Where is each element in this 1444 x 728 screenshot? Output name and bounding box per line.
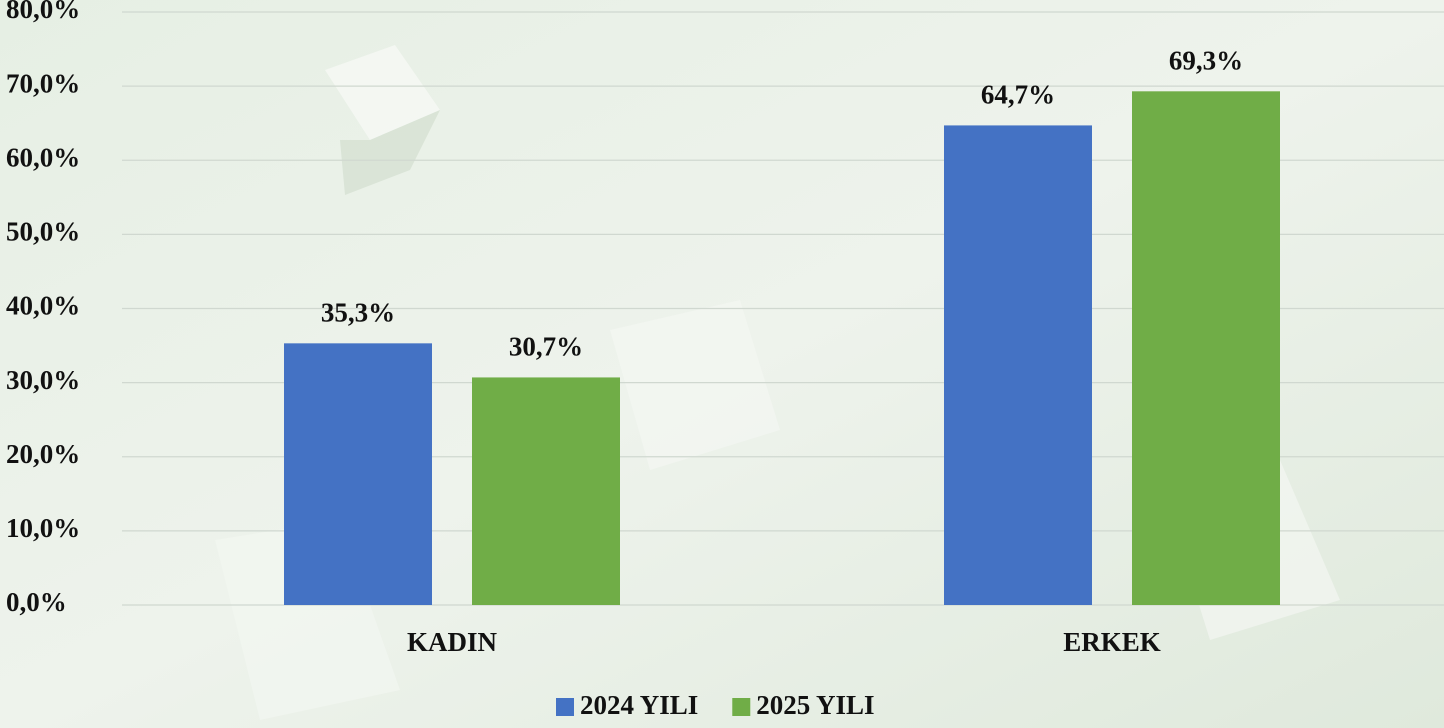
y-tick-label: 70,0%	[6, 68, 80, 98]
y-tick-label: 40,0%	[6, 291, 80, 321]
y-tick-label: 20,0%	[6, 439, 80, 469]
y-tick-label: 0,0%	[6, 587, 67, 617]
legend-label: 2024 YILI	[580, 690, 698, 720]
decor	[325, 45, 440, 140]
y-tick-label: 60,0%	[6, 142, 80, 172]
legend-label: 2025 YILI	[756, 690, 874, 720]
x-tick-label: ERKEK	[1063, 627, 1161, 657]
y-tick-label: 30,0%	[6, 365, 80, 395]
bar	[472, 377, 620, 605]
value-label: 64,7%	[981, 80, 1055, 110]
decor	[610, 300, 780, 470]
bar	[284, 343, 432, 605]
legend-swatch	[732, 698, 751, 716]
y-tick-label: 10,0%	[6, 513, 80, 543]
x-tick-label: KADIN	[407, 627, 498, 657]
y-tick-label: 80,0%	[6, 0, 80, 24]
value-label: 30,7%	[509, 332, 583, 362]
value-label: 69,3%	[1169, 46, 1243, 76]
legend-swatch	[556, 698, 574, 716]
value-label: 35,3%	[321, 298, 395, 328]
bar	[1132, 91, 1280, 606]
bar	[944, 125, 1092, 605]
decor	[340, 110, 440, 195]
y-tick-label: 50,0%	[6, 217, 80, 247]
